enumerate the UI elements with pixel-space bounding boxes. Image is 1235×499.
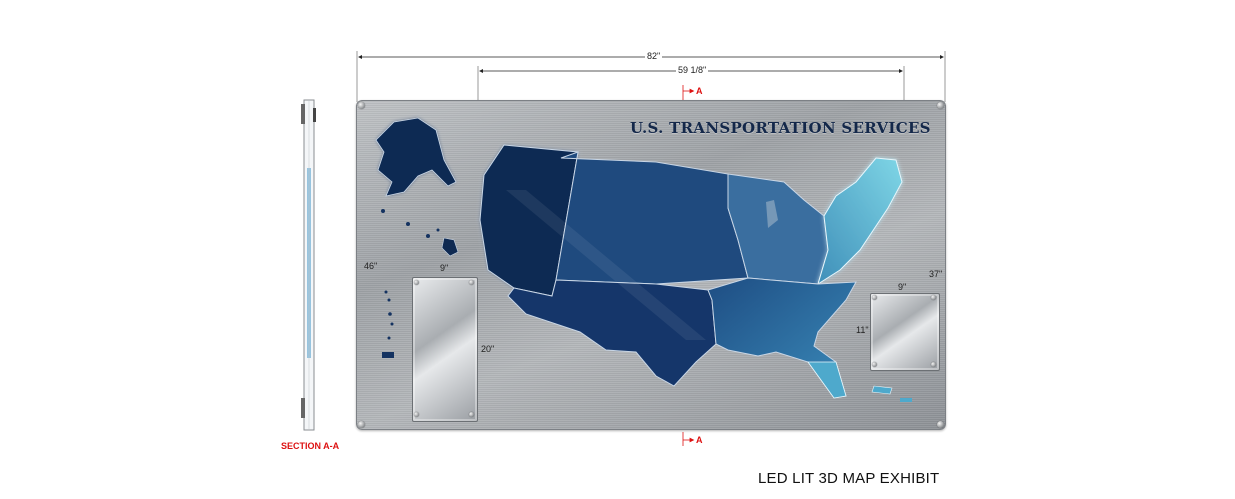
screw-icon [414, 280, 419, 285]
overall-width-label: 82" [645, 51, 663, 61]
side-section-view [301, 99, 316, 431]
screw-icon [872, 295, 877, 300]
right-info-plaque [870, 293, 940, 371]
northeast-region [817, 157, 903, 286]
section-label: SECTION A-A [281, 441, 340, 451]
alaska-region [375, 117, 457, 197]
right-offset-label: 37" [929, 269, 943, 279]
southwest-region [507, 279, 717, 387]
left-info-plaque [412, 277, 478, 422]
right-plaque-height-label: 11" [856, 325, 869, 335]
section-marker-bottom: A [696, 435, 703, 445]
height-label: 46" [364, 261, 378, 271]
central-north-region [555, 151, 749, 285]
screw-icon [414, 412, 419, 417]
panel-title: U.S. TRANSPORTATION SERVICES [630, 119, 931, 137]
section-marker-top: A [696, 86, 703, 96]
florida-region [807, 361, 847, 399]
hawaii-region [441, 237, 459, 257]
exhibit-caption: LED LIT 3D MAP EXHIBIT [758, 470, 940, 487]
screw-icon [931, 362, 936, 367]
screw-icon [931, 295, 936, 300]
us-map [375, 117, 912, 402]
screw-icon [469, 412, 474, 417]
left-plaque-width-label: 9" [440, 263, 449, 273]
map-width-label: 59 1/8" [676, 65, 709, 75]
right-plaque-width-label: 9" [898, 282, 907, 292]
left-plaque-height-label: 20" [481, 344, 495, 354]
screw-icon [358, 421, 365, 428]
screw-icon [872, 362, 877, 367]
puerto-rico-region [871, 385, 893, 395]
screw-icon [937, 421, 944, 428]
screw-icon [358, 102, 365, 109]
screw-icon [937, 102, 944, 109]
screw-icon [469, 280, 474, 285]
